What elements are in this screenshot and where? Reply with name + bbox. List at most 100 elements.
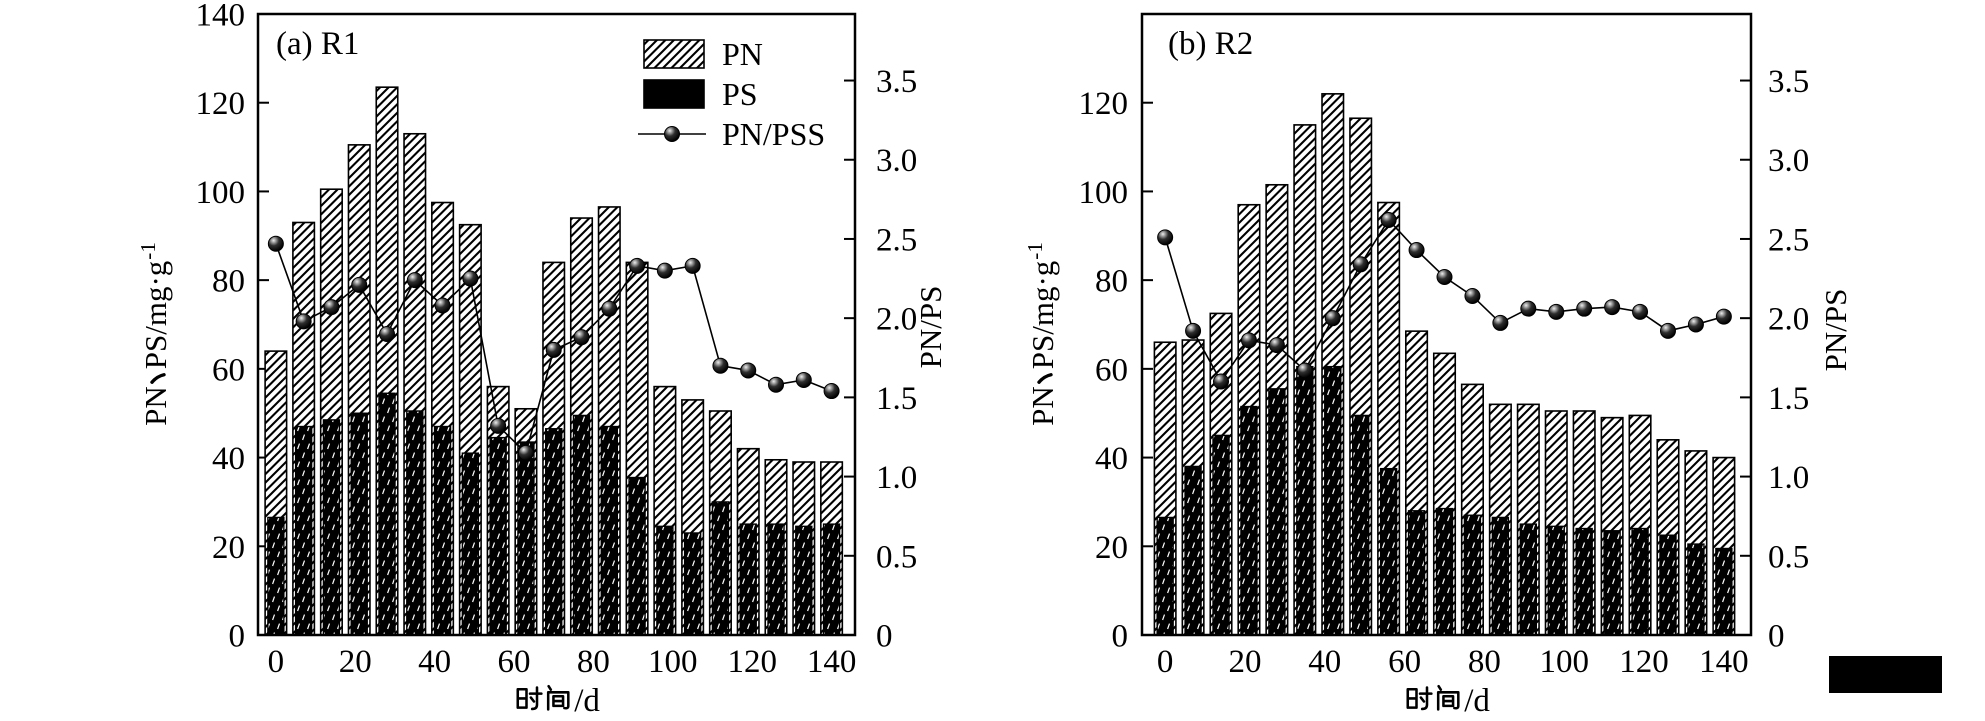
ratio-dot [1464,287,1481,304]
y2-tick-label: 0 [1768,619,1785,655]
x-tick-label: 140 [1699,644,1749,680]
ps-bar [1603,530,1621,636]
x-tick-label: 140 [807,644,857,680]
ratio-dot [1324,310,1341,327]
ratio-dot [1687,316,1704,333]
ps-bar [1240,405,1258,636]
ps-bar [1379,467,1398,636]
y-tick-label: 80 [212,264,245,300]
ratio-dot [712,357,729,374]
ratio-dot [462,270,479,287]
ps-bar [1156,516,1174,636]
ratio-dot [351,276,368,293]
ps-bar [294,425,313,636]
ps-bar [433,425,452,636]
ps-bar [489,436,507,636]
y-axis-label-superscript: -1 [1023,242,1047,260]
ps-bar [545,428,563,636]
x-tick-label: 100 [1539,644,1589,680]
ps-bar [1519,523,1538,636]
plot-frame [256,12,857,637]
ps-bar [1212,434,1230,636]
y2-axis-label-text: PN/PS [1818,289,1853,372]
ratio-dot [1632,303,1649,320]
ps-bar [711,501,730,636]
y-tick-label: 100 [196,175,246,211]
ratio-dot [1296,362,1313,379]
y2-tick-label: 3.0 [876,143,917,179]
ps-bar [378,392,396,636]
ps-bar [683,532,702,636]
ratio-dot [323,299,340,316]
ratio-dot [1157,229,1174,246]
y2-axis-label-text: PN/PS [913,286,948,369]
y-axis-label: PN PS/mg·g-1 [1023,242,1060,426]
ps-bar [628,476,646,636]
y2-axis-label: PN/PS [913,286,948,369]
ps-bar [1715,547,1733,636]
ps-bar [600,425,618,636]
ratio-dot [1548,303,1565,320]
x-tick-label: 80 [1468,644,1501,680]
ps-bar [572,414,591,636]
ps-bar [1631,527,1649,636]
y2-tick-label: 2.0 [876,302,917,338]
panel-b: 0 20 40 60 80 100 120 0 0.5 1.0 1.5 2.0 2.5 3.0 3.5 0 20… [1023,12,1853,719]
legend-ps-label: PS [722,76,758,112]
ps-bar [267,516,285,636]
y-tick-label: 40 [212,441,245,477]
panel-a: 0 20 40 60 80 100 120 140 0 0.5 1.0 1.5 2.0 2.5 3.0 3.5… [136,0,948,719]
ps-bar [1184,465,1202,636]
y2-tick-label: 2.0 [1768,302,1809,338]
y2-tick-label: 3.5 [876,64,917,100]
ps-bar [1575,527,1593,636]
ps-bar [322,419,341,636]
y2-tick-label: 3.0 [1768,143,1809,179]
ratio-dot [517,444,534,461]
ratio-dot [406,272,423,289]
y2-axis-label: PN/PS [1818,289,1853,372]
ps-bar [1463,514,1482,636]
y-tick-label: 60 [1095,352,1128,388]
panel-label: (b) R2 [1168,26,1253,62]
ratio-dot [1213,373,1230,390]
ideographic-comma-glyph [150,373,166,384]
y-tick-label: 120 [196,86,246,122]
y-tick-label: 0 [229,619,246,655]
x-tick-label: 60 [1388,644,1421,680]
ratio-dot [379,326,396,343]
y2-tick-label: 1.5 [876,381,917,417]
ps-bar [1659,534,1677,636]
ratio-dot [1352,256,1369,273]
y-axis-label-superscript: -1 [136,242,160,260]
x-tick-label: 120 [1619,644,1669,680]
y2-tick-label: 0.5 [876,539,917,575]
y2-tick-label: 1.0 [876,460,917,496]
x-axis-label-latin: /d [1464,683,1490,719]
cjk-glyph [516,686,543,711]
y-axis-label-text: PS/mg·g [1025,261,1060,370]
y2-tick-label: 0 [876,619,893,655]
x-tick-label: 120 [727,644,777,680]
x-tick-label: 80 [577,644,610,680]
ps-bar [350,412,368,636]
cjk-glyph [1436,684,1460,711]
ps-bar [767,523,785,636]
ps-bar [406,410,424,636]
ps-bar [1435,507,1454,636]
x-axis-label-latin: /d [574,683,600,719]
ratio-dot [1604,299,1621,316]
ratio-dot [573,329,590,346]
y-tick-label: 140 [196,0,246,34]
ratio-dot [601,300,618,317]
y-tick-label: 60 [212,352,245,388]
y-axis-label-text: PN [138,386,173,426]
ps-bar [1687,543,1705,636]
y-tick-label: 120 [1079,86,1129,122]
ps-bar [1324,365,1342,636]
y2-tick-label: 3.5 [1768,64,1809,100]
y2-tick-label: 1.5 [1768,381,1809,417]
ratio-dot [1380,211,1397,228]
legend-pn-swatch [643,39,705,69]
